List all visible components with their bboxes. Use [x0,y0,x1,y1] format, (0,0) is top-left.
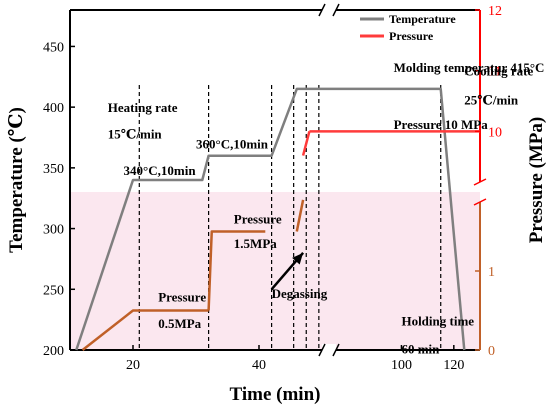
legend-label-temperature: Temperature [389,12,456,26]
x-axis-break-mark [318,343,326,357]
x-tick-label: 40 [252,358,266,373]
x-tick-label: 100 [391,358,412,373]
y-right-break-mark [473,178,487,186]
legend-label-pressure: Pressure [389,29,434,43]
pressure-series-line [207,230,266,311]
x-axis-break-gap [322,4,336,16]
x-axis-break-mark [332,343,340,357]
x-axis-break-mark [318,3,326,17]
annotation-label: Degassing [272,286,328,301]
annotation-label: Pressure [234,212,282,227]
pressure-lower-band [70,192,480,350]
y-right-tick-label: 0 [488,344,495,359]
y-left-tick-label: 400 [43,101,64,116]
y-right-tick-label: 11 [488,65,501,80]
x-tick-label: 120 [443,358,464,373]
annotation-label: 1.5MPa [234,236,277,251]
y-left-tick-label: 200 [43,344,64,359]
annotation-label: Cooling rate [464,64,533,79]
annotation-label: 360°C,10min [196,136,269,151]
annotation-label: Pressure 10 MPa [394,117,489,132]
y-left-tick-label: 300 [43,223,64,238]
pressure-series-line [301,131,311,156]
y-right-tick-label: 1 [488,265,495,280]
y-right-axis-title: Pressure (MPa) [526,117,547,243]
x-tick-label: 20 [126,358,140,373]
y-right-break-mark [473,198,487,206]
annotation-label: 340°C,10min [124,163,197,178]
pressure-series-line [295,199,305,232]
y-right-tick-label: 10 [488,125,502,140]
annotation-label: 25℃/min [464,93,519,108]
annotation-label: 15℃/min [108,127,163,142]
pressure-series-line [81,309,209,351]
y-left-tick-label: 350 [43,162,64,177]
annotation-label: 60 min [401,342,440,357]
x-axis-break-mark [332,3,340,17]
annotation-label: Holding time [401,314,474,329]
y-left-axis-title: Temperature (℃) [6,107,27,253]
x-axis-break-gap [322,344,336,356]
annotation-label: Pressure [158,289,206,304]
annotation-label: Molding temperatur 415°C [394,60,545,75]
annotation-label: Heating rate [108,100,178,115]
x-axis-title: Time (min) [230,384,321,405]
y-left-tick-label: 450 [43,40,64,55]
y-right-tick-label: 12 [488,4,502,19]
temperature-series-line [75,87,466,351]
y-left-tick-label: 250 [43,283,64,298]
degassing-arrow-head [292,252,304,265]
annotation-label: 0.5MPa [158,316,201,331]
